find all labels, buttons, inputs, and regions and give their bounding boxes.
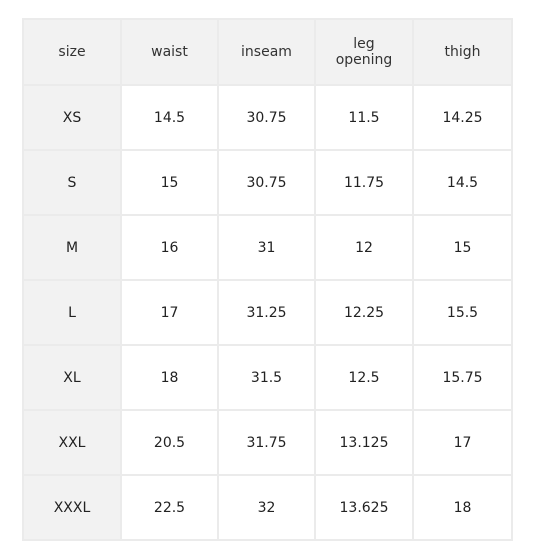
header-waist: waist	[120, 18, 219, 86]
thigh-cell: 15	[412, 214, 513, 281]
waist-cell: 16	[120, 214, 219, 281]
waist-cell: 20.5	[120, 409, 219, 476]
size-cell: XL	[22, 344, 122, 411]
header-leg-opening: leg opening	[314, 18, 414, 86]
waist-cell: 15	[120, 149, 219, 216]
table-row: XL 18 31.5 12.5 15.75	[22, 344, 513, 411]
table-body: XS 14.5 30.75 11.5 14.25 S 15 30.75 11.7…	[22, 84, 513, 541]
waist-cell: 14.5	[120, 84, 219, 151]
leg-opening-cell: 13.625	[314, 474, 414, 541]
leg-opening-cell: 12.5	[314, 344, 414, 411]
thigh-cell: 15.5	[412, 279, 513, 346]
thigh-cell: 17	[412, 409, 513, 476]
thigh-cell: 14.5	[412, 149, 513, 216]
leg-opening-cell: 12.25	[314, 279, 414, 346]
table-row: XS 14.5 30.75 11.5 14.25	[22, 84, 513, 151]
inseam-cell: 31.25	[217, 279, 316, 346]
size-cell: XXXL	[22, 474, 122, 541]
inseam-cell: 32	[217, 474, 316, 541]
size-cell: XXL	[22, 409, 122, 476]
header-leg-opening-label: leg opening	[335, 36, 393, 68]
leg-opening-cell: 13.125	[314, 409, 414, 476]
waist-cell: 18	[120, 344, 219, 411]
size-cell: L	[22, 279, 122, 346]
waist-cell: 22.5	[120, 474, 219, 541]
size-cell: M	[22, 214, 122, 281]
header-size: size	[22, 18, 122, 86]
inseam-cell: 31.75	[217, 409, 316, 476]
table-row: XXL 20.5 31.75 13.125 17	[22, 409, 513, 476]
leg-opening-cell: 11.5	[314, 84, 414, 151]
leg-opening-cell: 11.75	[314, 149, 414, 216]
inseam-cell: 30.75	[217, 149, 316, 216]
header-thigh: thigh	[412, 18, 513, 86]
table-row: S 15 30.75 11.75 14.5	[22, 149, 513, 216]
size-chart-table: size waist inseam leg opening thigh XS 1…	[22, 18, 513, 541]
table-header: size waist inseam leg opening thigh	[22, 18, 513, 86]
size-cell: XS	[22, 84, 122, 151]
table-row: XXXL 22.5 32 13.625 18	[22, 474, 513, 541]
inseam-cell: 31.5	[217, 344, 316, 411]
inseam-cell: 31	[217, 214, 316, 281]
table-row: L 17 31.25 12.25 15.5	[22, 279, 513, 346]
leg-opening-cell: 12	[314, 214, 414, 281]
thigh-cell: 14.25	[412, 84, 513, 151]
header-row: size waist inseam leg opening thigh	[22, 18, 513, 86]
thigh-cell: 15.75	[412, 344, 513, 411]
size-cell: S	[22, 149, 122, 216]
waist-cell: 17	[120, 279, 219, 346]
thigh-cell: 18	[412, 474, 513, 541]
table-row: M 16 31 12 15	[22, 214, 513, 281]
inseam-cell: 30.75	[217, 84, 316, 151]
header-inseam: inseam	[217, 18, 316, 86]
